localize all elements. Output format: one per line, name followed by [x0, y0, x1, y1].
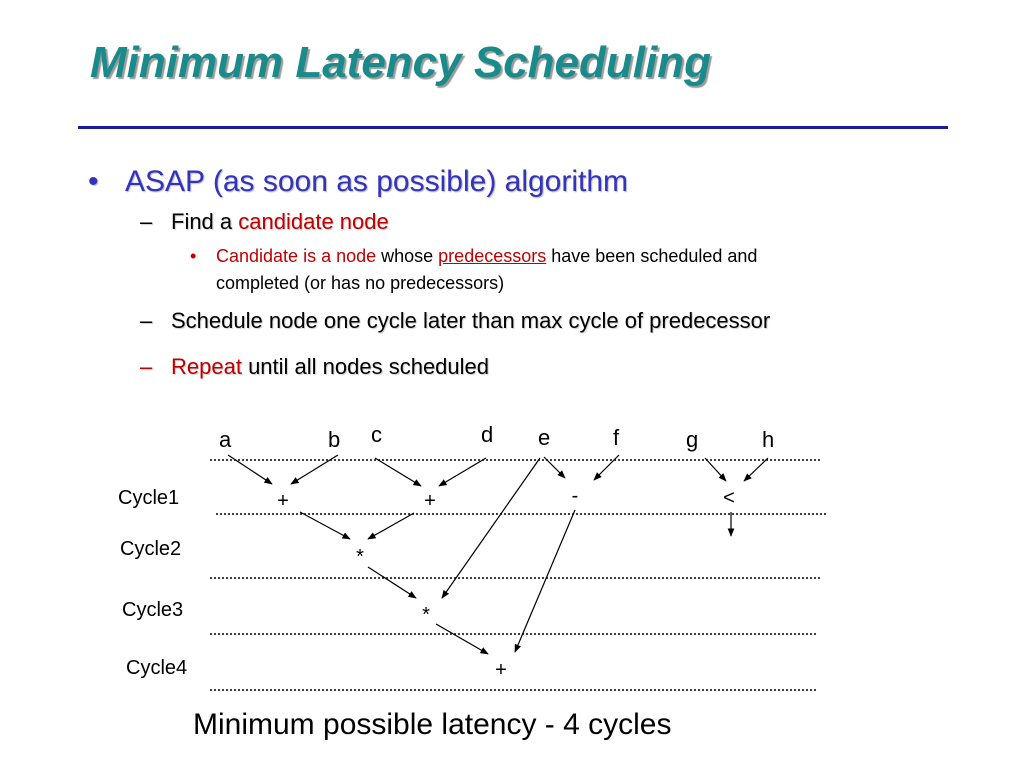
candidate-definition-line2: completed (or has no predecessors) — [216, 273, 505, 293]
input-label-b: b — [328, 427, 340, 452]
diagram-caption: Minimum possible latency - 4 cycles — [193, 708, 672, 741]
edge-add1-mul1 — [299, 511, 351, 540]
edge-group — [227, 454, 769, 655]
edge-g-lt1 — [704, 457, 727, 482]
edge-a-add1 — [227, 454, 273, 485]
edge-mul1-mul2 — [367, 566, 417, 599]
cycle-label: Cycle2 — [120, 538, 181, 560]
slide-title: Minimum Latency Scheduling — [90, 38, 711, 87]
edge-f-sub1 — [593, 454, 620, 481]
candidate-node-highlight: candidate node — [238, 209, 389, 234]
op-node-add3: + — [495, 659, 507, 681]
candidate-red-text: Candidate is a node — [216, 246, 377, 266]
candidate-mid-text: whose — [376, 246, 439, 266]
cycle-label: Cycle4 — [126, 657, 187, 679]
edge-c-add2 — [374, 457, 422, 487]
title-underline — [78, 126, 948, 129]
edge-b-add1 — [290, 454, 339, 485]
dash-marker: – — [140, 308, 153, 333]
sub-bullet-marker: • — [190, 246, 197, 266]
input-label-e: e — [538, 425, 550, 450]
edge-sub1-add3 — [514, 509, 576, 653]
edge-e-sub1 — [543, 456, 566, 479]
bullet-marker: • — [88, 165, 99, 198]
repeat-rest: until all nodes scheduled — [241, 354, 490, 379]
op-node-add1: + — [277, 490, 289, 512]
input-label-g: g — [686, 427, 698, 452]
sub-find-prefix: Find a — [171, 209, 239, 234]
edge-d-add2 — [438, 457, 487, 487]
dash-marker: – — [140, 209, 153, 234]
sub-repeat: Repeat until all nodes scheduled — [171, 354, 489, 380]
op-node-add2: + — [424, 490, 436, 512]
candidate-rest-text: have been scheduled and — [546, 246, 758, 266]
sub-schedule-node: Schedule node one cycle later than max c… — [171, 308, 771, 333]
op-node-mul1: * — [356, 546, 364, 568]
sub-find-candidate: Find a candidate node — [171, 209, 389, 235]
input-label-d: d — [481, 422, 493, 447]
op-node-mul2: * — [422, 604, 430, 626]
edge-h-lt1 — [743, 457, 769, 482]
bullet-asap: ASAP (as soon as possible) algorithm — [125, 165, 629, 198]
dash-marker: – — [140, 354, 153, 379]
candidate-definition-line1: Candidate is a node whose predecessors h… — [216, 246, 757, 267]
input-label-a: a — [219, 427, 232, 452]
op-node-sub1: - — [572, 485, 579, 507]
input-label-h: h — [762, 427, 774, 452]
edge-add2-mul1 — [367, 512, 415, 540]
repeat-highlight: Repeat — [171, 354, 242, 379]
edge-e-mul2 — [441, 457, 541, 599]
cycle-label: Cycle1 — [118, 487, 179, 509]
predecessors-link: predecessors — [438, 246, 547, 266]
input-label-f: f — [613, 425, 620, 450]
input-label-c: c — [371, 422, 382, 447]
cycle-label: Cycle3 — [122, 599, 183, 621]
edge-mul2-add3 — [435, 623, 489, 655]
op-node-lt1: < — [723, 487, 735, 509]
